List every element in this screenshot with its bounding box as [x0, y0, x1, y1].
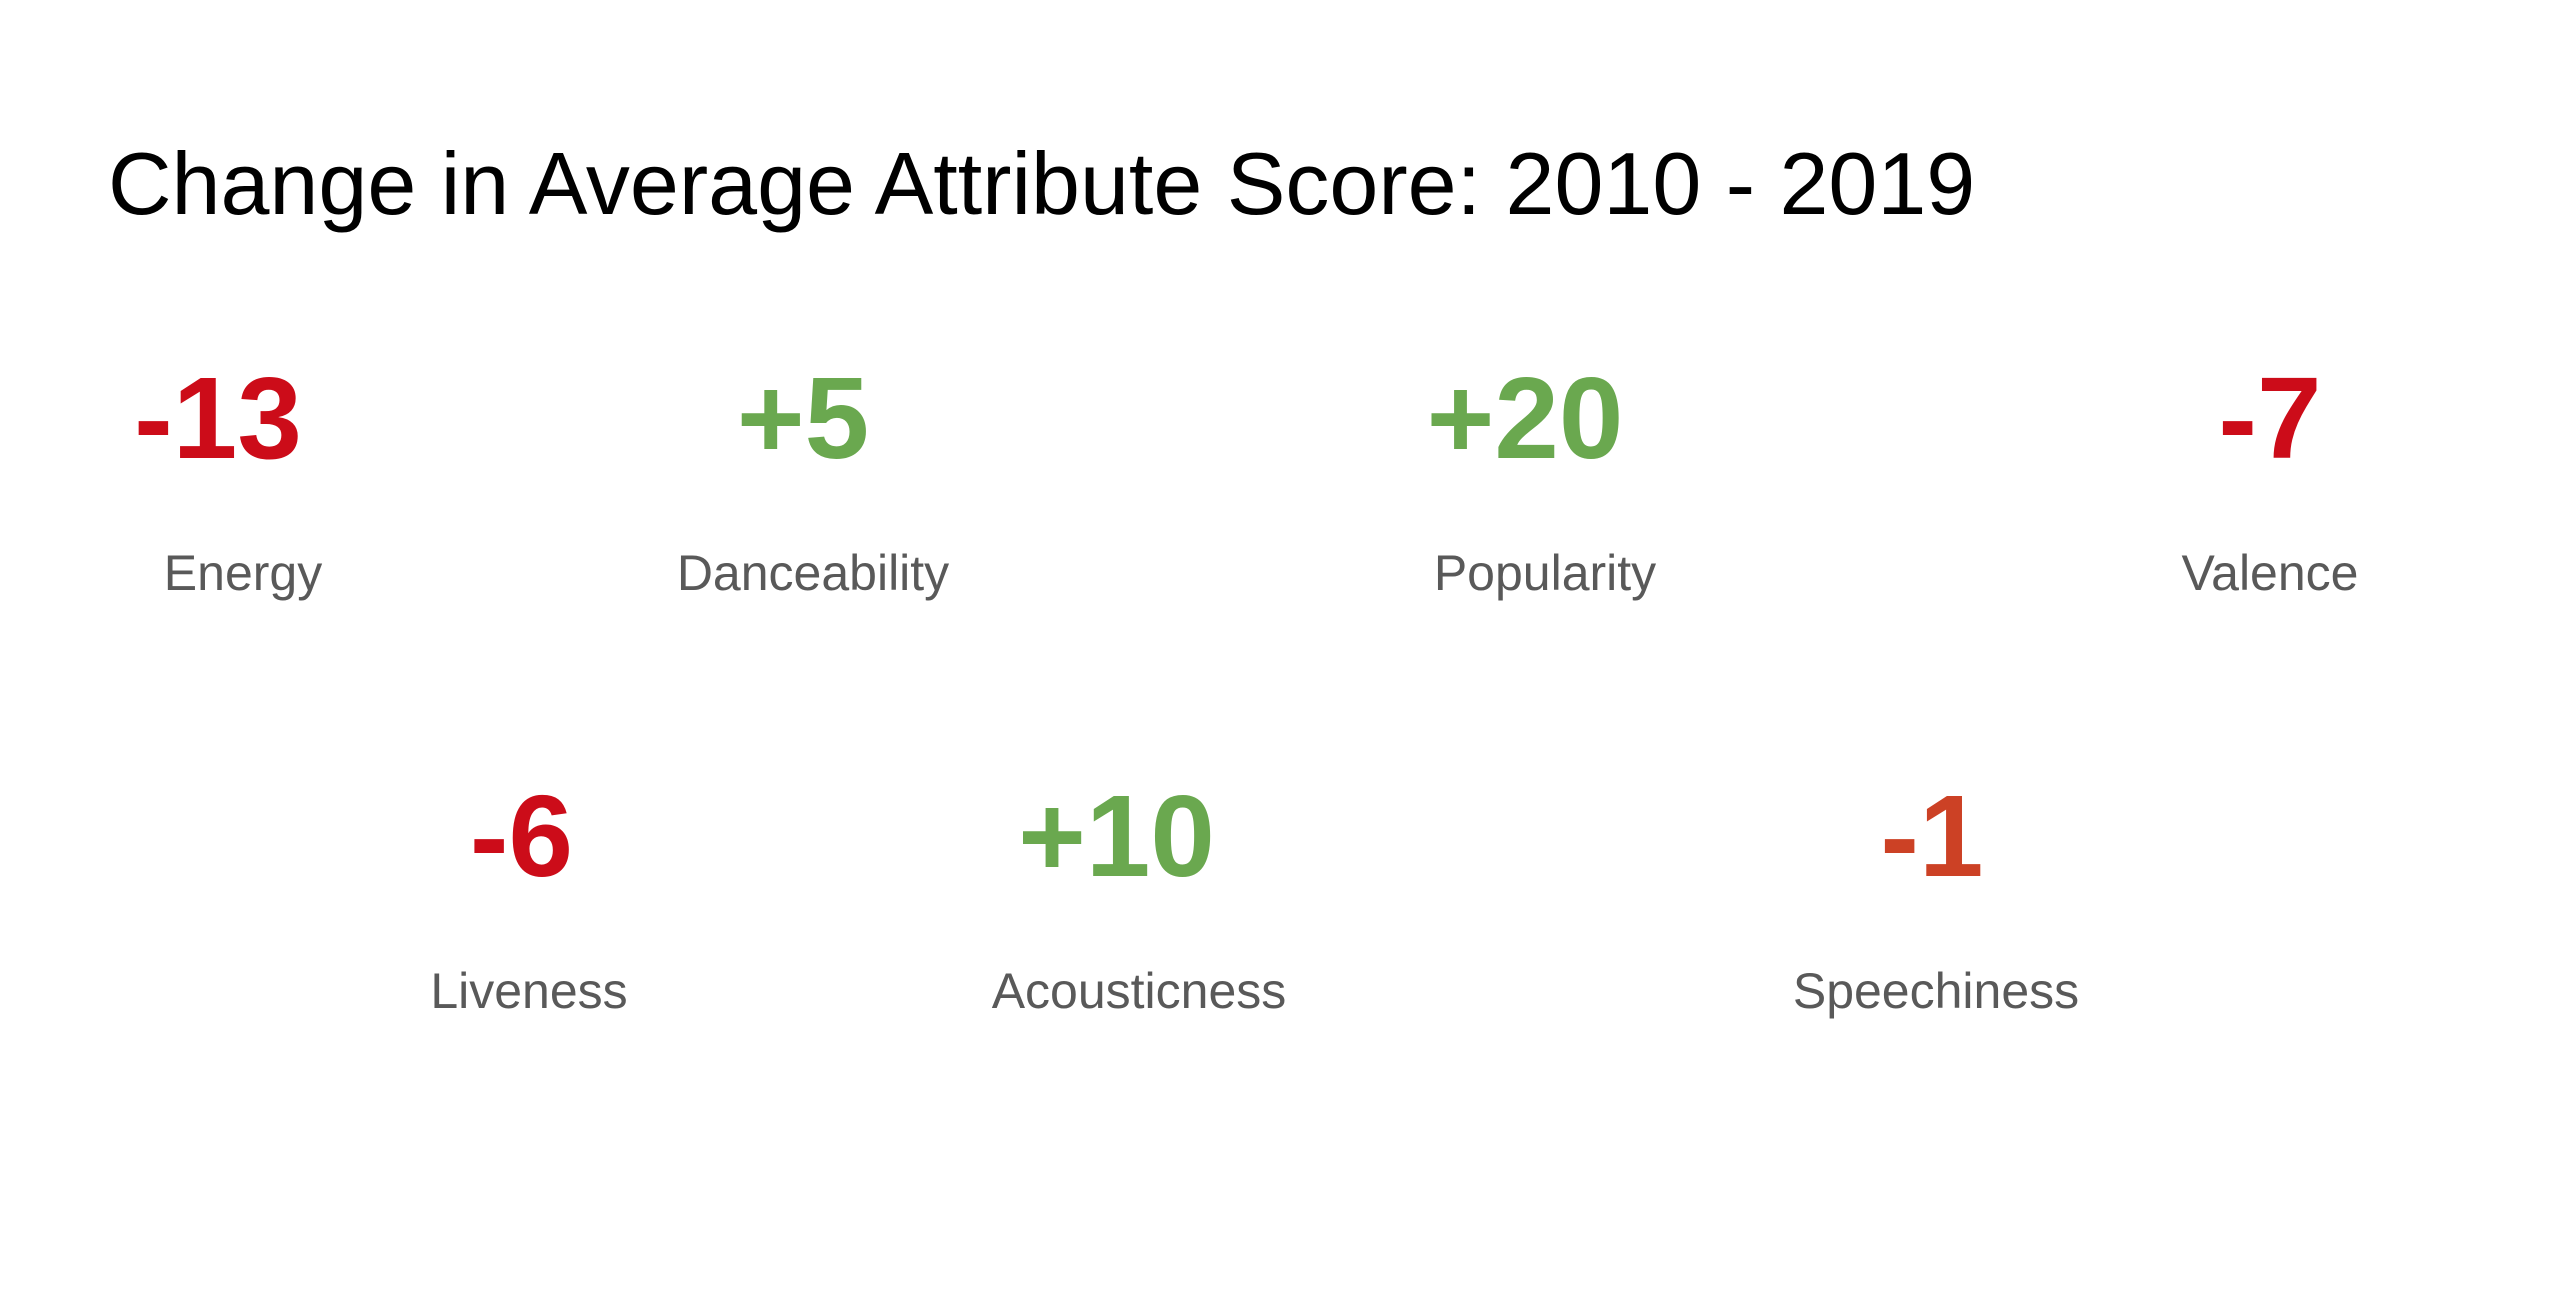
stat-energy: -13 Energy [0, 360, 493, 598]
stat-valence-label: Valence [2181, 545, 2359, 601]
stat-danceability: +5 Danceability [563, 360, 1063, 598]
stat-liveness-label: Liveness [430, 963, 628, 1019]
stat-speechiness: -1 Speechiness [1686, 778, 2186, 1016]
stat-popularity-value: +20 [1426, 353, 1624, 483]
stat-speechiness-value: -1 [1880, 771, 1984, 901]
stat-energy-label: Energy [163, 545, 323, 601]
stat-popularity: +20 Popularity [1295, 360, 1795, 598]
stat-liveness: -6 Liveness [279, 778, 779, 1016]
stat-speechiness-label: Speechiness [1792, 963, 2080, 1019]
stat-energy-value: -13 [134, 353, 302, 483]
stat-popularity-label: Popularity [1433, 545, 1657, 601]
slide-title: Change in Average Attribute Score: 2010 … [108, 134, 1976, 233]
stat-valence-value: -7 [2218, 353, 2322, 483]
stat-acousticness-label: Acousticness [991, 963, 1287, 1019]
stat-liveness-value: -6 [469, 771, 574, 901]
stat-acousticness-value: +10 [1018, 771, 1215, 901]
stat-valence: -7 Valence [2020, 360, 2520, 598]
stat-acousticness: +10 Acousticness [889, 778, 1389, 1016]
stat-danceability-value: +5 [736, 353, 870, 483]
stat-danceability-label: Danceability [676, 545, 950, 601]
